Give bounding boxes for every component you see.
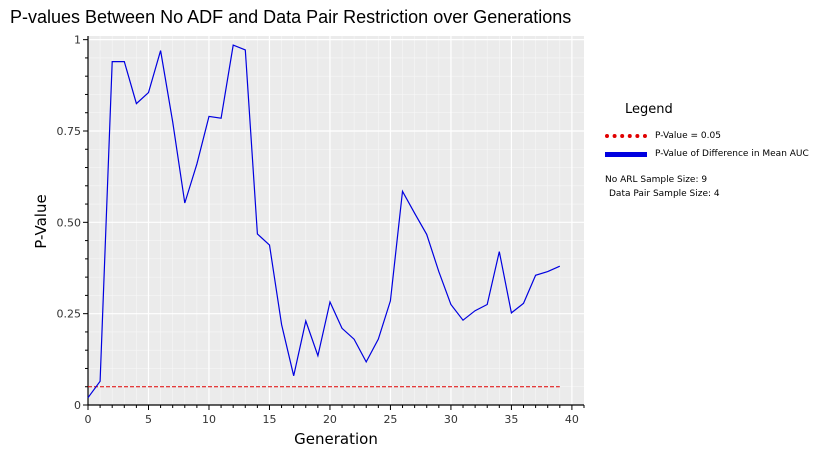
y-tick-label: 1 [74, 34, 81, 47]
legend-title: Legend [625, 102, 673, 117]
x-tick-label: 40 [565, 413, 579, 426]
legend-label-threshold: P-Value = 0.05 [655, 131, 721, 141]
data-marks [87, 44, 561, 399]
x-tick-label: 5 [145, 413, 152, 426]
legend-swatch-threshold [605, 134, 647, 138]
x-axis-title: Generation [294, 430, 378, 448]
x-tick-label: 35 [504, 413, 518, 426]
y-axis-title: P-Value [32, 194, 50, 248]
x-tick-label: 20 [323, 413, 337, 426]
x-tick-label: 30 [444, 413, 458, 426]
x-tick-label: 25 [383, 413, 397, 426]
line-chart: 0 5 10 15 20 25 30 35 40 0 0.25 0.50 0.75 1 Generatio… [32, 34, 585, 448]
legend-entry-series: P-Value of Difference in Mean AUC [605, 145, 830, 163]
series-line-p-value [87, 44, 561, 399]
grid-lines [88, 36, 584, 405]
y-tick-label: 0.50 [57, 216, 82, 229]
sample-size-note-no-arl: No ARL Sample Size: 9 [605, 175, 708, 185]
legend: Legend P-Value = 0.05 P-Value of Differe… [605, 102, 830, 199]
x-tick-label: 10 [202, 413, 216, 426]
legend-label-series: P-Value of Difference in Mean AUC [655, 149, 809, 159]
x-tick-label: 15 [262, 413, 276, 426]
chart-title: P-values Between No ADF and Data Pair Re… [10, 7, 572, 27]
sample-size-note-data-pair: Data Pair Sample Size: 4 [609, 189, 720, 199]
y-tick-label: 0 [74, 399, 81, 412]
axes: 0 5 10 15 20 25 30 35 40 0 0.25 0.50 0.75 1 [57, 34, 585, 426]
y-tick-label: 0.25 [57, 308, 82, 321]
x-tick-label: 0 [85, 413, 92, 426]
y-tick-label: 0.75 [57, 125, 82, 138]
legend-swatch-series [605, 151, 647, 157]
plot-background [88, 36, 584, 405]
legend-entry-threshold: P-Value = 0.05 [605, 127, 830, 145]
